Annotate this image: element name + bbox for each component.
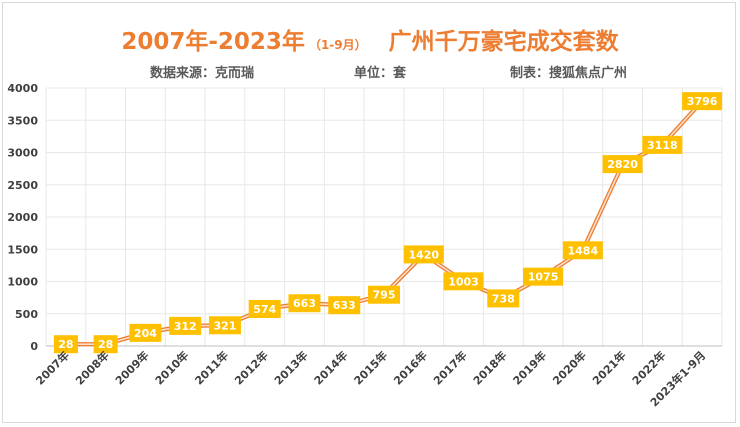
data-label-box [208,316,241,335]
x-tick-label: 2021年 [589,348,628,387]
data-label-box [368,285,400,304]
data-label: 795 [373,289,396,302]
data-label-box [169,316,202,335]
chart-frame [2,2,736,423]
unit-note: 单位：套 [354,66,407,81]
source-note: 数据来源：克而瑞 [150,66,255,81]
data-label: 204 [134,327,157,340]
x-tick-label: 2007年 [33,348,72,387]
title-tail: 广州千万豪宅成交套数 [388,29,619,55]
x-tick-label: 2017年 [430,348,469,387]
data-label-box [403,245,444,264]
x-tick-label: 2022年 [629,348,668,387]
data-label-box [602,155,643,174]
y-tick-label: 0 [30,340,38,353]
chart-title: 2007年-2023年 （1-9月） 广州千万豪宅成交套数 [0,22,740,56]
x-tick-label: 2010年 [152,348,191,387]
y-tick-label: 1500 [7,243,38,256]
data-label-box [93,335,118,354]
y-tick-label: 2000 [7,211,38,224]
data-label: 1420 [408,248,439,261]
data-label: 738 [492,292,515,305]
x-tick-label: 2011年 [192,348,231,387]
data-label-box [642,135,683,154]
series-line [65,100,703,345]
y-tick-label: 3500 [7,114,38,127]
x-tick-label: 2016年 [391,348,430,387]
data-label: 1003 [448,275,479,288]
data-label-box [487,289,520,308]
title-main: 2007年-2023年 [121,29,305,55]
y-tick-label: 1000 [7,276,38,289]
data-label: 312 [174,320,197,333]
x-tick-label: 2012年 [231,348,270,387]
y-tick-label: 2500 [7,179,38,192]
series-line-outline [63,99,705,347]
data-label: 663 [293,297,316,310]
x-tick-label: 2009年 [112,348,151,387]
data-label-box [129,323,162,342]
data-label: 574 [253,303,276,316]
title-period: （1-9月） [308,38,367,52]
data-label: 3796 [687,95,718,108]
y-tick-label: 4000 [7,82,38,95]
x-tick-label: 2013年 [271,348,310,387]
x-tick-label: 2019年 [510,348,549,387]
data-label-box [328,296,361,315]
y-tick-label: 3000 [7,147,38,160]
data-label: 633 [333,299,356,312]
x-tick-label: 2018年 [470,348,509,387]
data-label: 2820 [607,158,638,171]
data-label: 3118 [647,139,678,152]
data-label: 1484 [568,244,599,257]
data-label: 1075 [528,271,559,284]
x-tick-label: 2008年 [72,348,111,387]
data-label-box [682,92,723,111]
data-label: 28 [58,338,73,351]
data-label-box [288,294,321,313]
x-tick-label: 2015年 [351,348,390,387]
data-label: 321 [213,319,236,332]
data-label-box [443,272,484,291]
y-tick-label: 500 [15,308,38,321]
maker-note: 制表：搜狐焦点广州 [510,66,628,81]
data-label-box [248,299,281,318]
data-label-box [523,267,564,286]
x-tick-label: 2014年 [311,348,350,387]
data-label: 28 [98,338,113,351]
x-tick-label: 2020年 [550,348,589,387]
data-label-box [562,241,603,260]
data-label-box [53,335,78,354]
